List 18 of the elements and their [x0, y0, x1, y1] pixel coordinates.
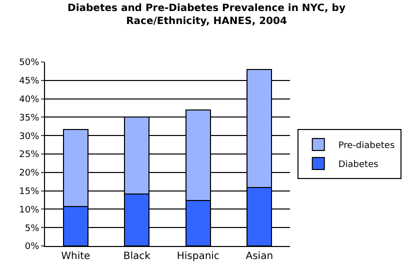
chart-title: Diabetes and Pre-Diabetes Prevalence in NYC, by Race/Ethnicity, HANES, 2004 — [68, 3, 346, 28]
x-tick-label: White — [61, 251, 90, 262]
x-tick-label: Asian — [246, 251, 274, 262]
y-tick-label: 35% — [19, 113, 40, 124]
x-tick-label: Black — [123, 251, 151, 262]
y-tick-label: 10% — [19, 205, 40, 216]
y-tick-label: 30% — [19, 132, 40, 142]
y-tick-label: 50% — [19, 58, 40, 68]
legend-label: Pre-diabetes — [338, 141, 395, 152]
y-tick-label: 20% — [19, 168, 40, 179]
x-tick-label: Hispanic — [176, 251, 220, 262]
y-tick-label: 0% — [24, 242, 40, 252]
y-tick-label: 15% — [19, 186, 40, 197]
y-tick-label: 25% — [19, 150, 40, 160]
y-tick-label: 40% — [19, 94, 40, 105]
legend-label: Diabetes — [338, 160, 379, 170]
y-tick-label: 5% — [24, 224, 40, 234]
y-tick-label: 45% — [19, 76, 40, 87]
